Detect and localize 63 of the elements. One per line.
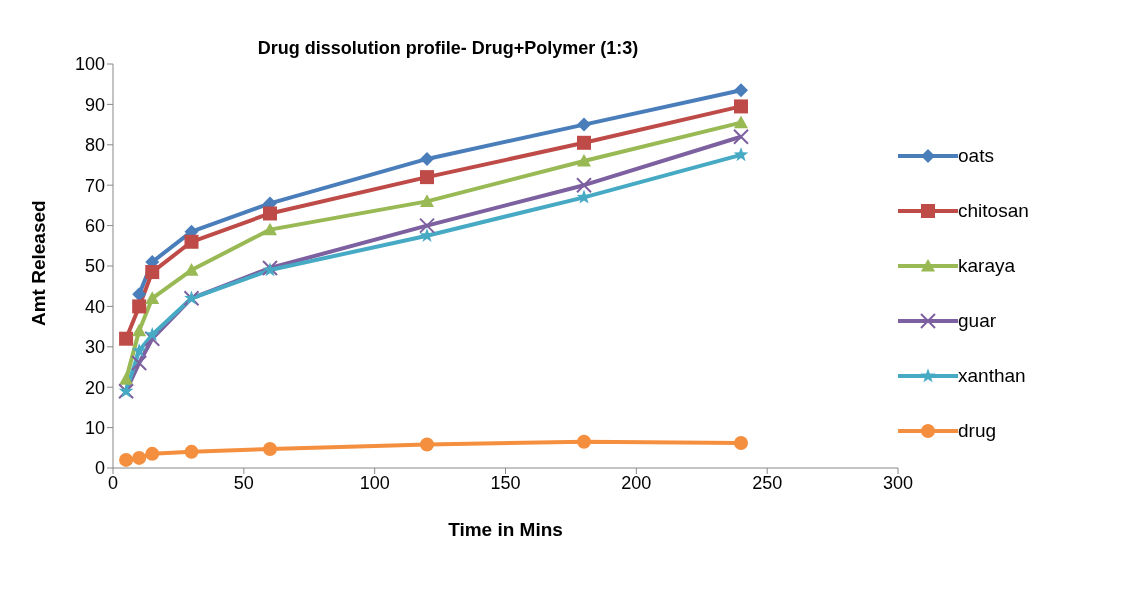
point xyxy=(145,446,160,461)
point xyxy=(132,323,147,337)
point xyxy=(119,331,134,346)
point xyxy=(145,265,160,280)
point xyxy=(144,330,161,347)
point xyxy=(132,450,147,465)
point xyxy=(119,452,134,467)
chart-title: Drug dissolution profile- Drug+Polymer (1:3) xyxy=(256,38,640,59)
point xyxy=(420,194,434,207)
legend-label: oats xyxy=(958,143,994,168)
x-tick-label: 50 xyxy=(233,472,254,493)
point xyxy=(420,170,434,185)
y-tick-label: 20 xyxy=(84,377,105,398)
point xyxy=(119,372,134,385)
y-axis-title: Amt Released xyxy=(27,200,49,326)
y-tick-label: 40 xyxy=(84,296,105,317)
x-tick-label: 300 xyxy=(882,472,914,493)
x-tick-label: 100 xyxy=(359,472,390,493)
point xyxy=(733,147,749,162)
legend-label: guar xyxy=(958,308,997,333)
point xyxy=(577,153,591,167)
y-tick-label: 80 xyxy=(84,135,105,156)
x-axis-title: Time in Mins xyxy=(448,519,563,540)
y-tick-label: 0 xyxy=(94,458,105,479)
point xyxy=(132,299,147,314)
point xyxy=(577,434,591,449)
point xyxy=(263,222,277,236)
point xyxy=(577,135,591,150)
point xyxy=(263,442,277,457)
y-tick-label: 60 xyxy=(84,215,105,236)
point xyxy=(733,128,749,145)
point xyxy=(420,151,434,166)
point xyxy=(419,217,435,234)
point xyxy=(132,287,147,302)
point xyxy=(734,99,748,114)
point xyxy=(577,117,591,132)
legend-label: drug xyxy=(958,418,997,443)
x-tick-label: 200 xyxy=(621,472,652,493)
y-tick-label: 10 xyxy=(84,417,105,438)
y-tick-label: 30 xyxy=(84,337,105,358)
x-tick-label: 250 xyxy=(752,472,783,493)
point xyxy=(184,444,199,459)
point xyxy=(734,115,748,129)
y-tick-label: 50 xyxy=(84,256,105,277)
legend-label: chitosan xyxy=(958,198,1029,223)
y-tick-label: 100 xyxy=(74,54,105,75)
legend-label: karaya xyxy=(958,253,1016,278)
legend-label: xanthan xyxy=(958,363,1026,388)
point xyxy=(144,326,160,341)
y-tick-label: 90 xyxy=(84,94,105,115)
point xyxy=(131,354,148,371)
y-tick-label: 70 xyxy=(84,175,105,196)
point xyxy=(734,83,748,98)
point xyxy=(734,435,748,450)
point xyxy=(576,177,592,194)
point xyxy=(184,234,199,249)
point xyxy=(145,291,160,304)
point xyxy=(263,206,277,221)
x-tick-label: 0 xyxy=(107,472,119,493)
x-tick-label: 150 xyxy=(490,472,521,493)
point xyxy=(420,437,434,452)
point xyxy=(131,343,147,358)
point xyxy=(184,263,199,276)
